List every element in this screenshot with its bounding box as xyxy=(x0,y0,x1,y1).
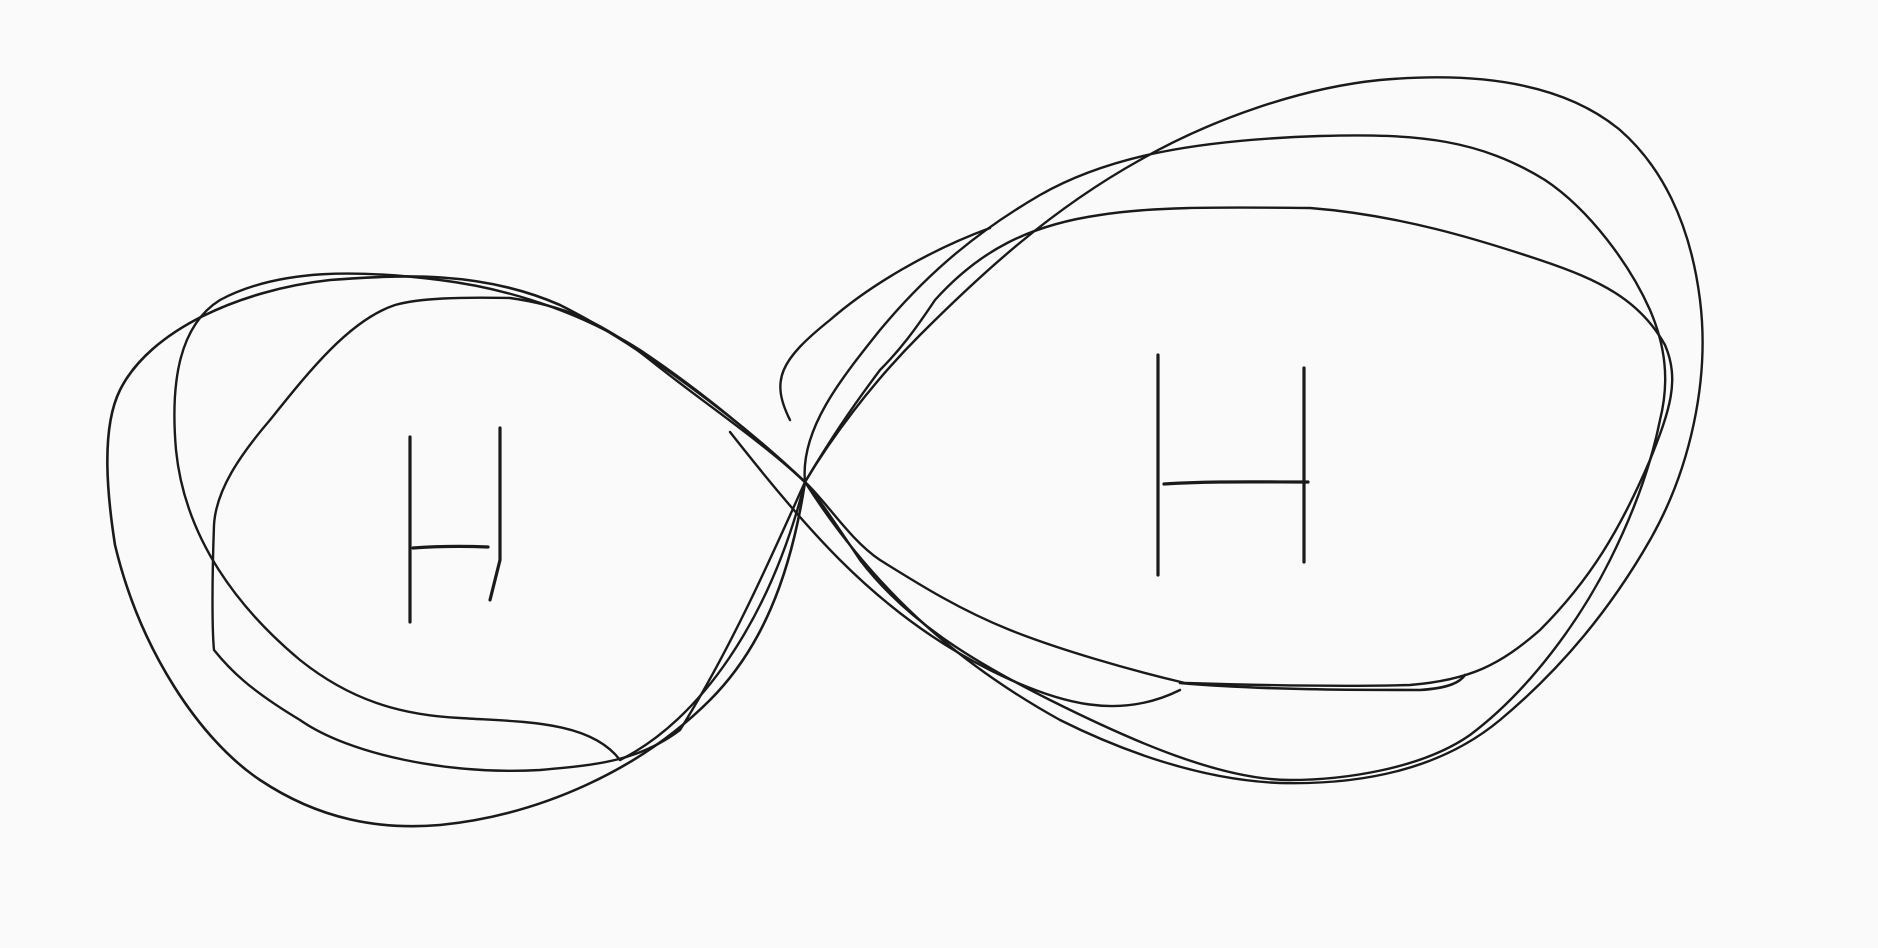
figure-eight-strokes xyxy=(106,76,1704,828)
center-crossing-stroke-a xyxy=(728,430,1182,708)
right-h-bar-stroke xyxy=(1162,480,1310,486)
left-h-bar-stroke xyxy=(411,544,490,550)
right-h-glyph xyxy=(1156,353,1310,577)
outer-left-loop-stroke xyxy=(106,275,807,828)
inner-right-loop-stroke xyxy=(803,206,1674,688)
inner-left-loop-stroke xyxy=(211,296,807,772)
left-h-right-stroke xyxy=(488,426,502,602)
center-crossing-stroke-b xyxy=(779,226,992,422)
center-crossing-stroke-c xyxy=(1178,673,1467,692)
outer-right-loop-stroke xyxy=(803,76,1704,785)
middle-right-loop-stroke xyxy=(803,134,1667,782)
left-h-glyph xyxy=(408,426,502,624)
middle-left-loop-stroke xyxy=(173,272,807,762)
